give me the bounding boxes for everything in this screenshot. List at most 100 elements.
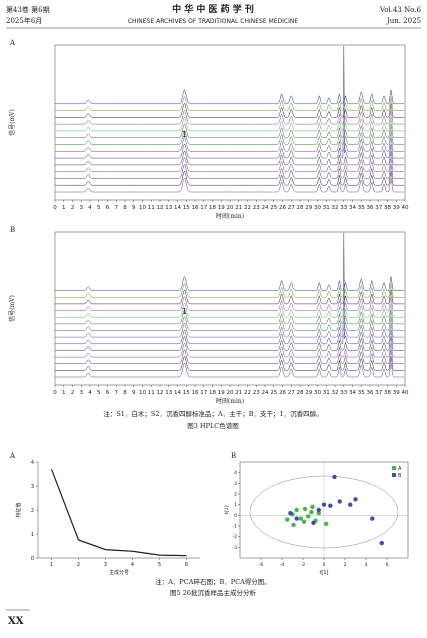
trace [55, 163, 405, 179]
x-tick-label: 2 [71, 390, 75, 396]
x-tick-label: 33 [340, 205, 347, 211]
x-tick-label: 4 [365, 562, 368, 568]
x-axis-label: t[1] [319, 570, 328, 576]
panel-label: B [231, 452, 236, 460]
y-tick-label: 4 [31, 460, 34, 466]
score-point [309, 509, 314, 515]
x-tick-label: 6 [106, 205, 110, 211]
x-tick-label: 6 [106, 390, 110, 396]
page-number: XX [8, 616, 24, 627]
x-tick-label: 28 [297, 390, 304, 396]
trace [55, 177, 405, 193]
y-tick-label: -2 [233, 534, 238, 540]
y-axis-label: 信号(mV) [8, 295, 16, 322]
score-point [298, 516, 304, 521]
x-tick-label: 27 [288, 390, 295, 396]
score-point [291, 522, 296, 528]
x-tick-label: 12 [157, 390, 164, 396]
x-tick-label: 25 [270, 205, 277, 211]
score-point [310, 504, 315, 509]
x-tick-label: 19 [218, 390, 225, 396]
x-tick-label: 31 [323, 205, 330, 211]
trace [55, 315, 405, 331]
vol: Vol.43 No.6 [379, 6, 422, 14]
x-tick-label: 22 [244, 390, 251, 396]
trace [55, 116, 405, 132]
x-tick-label: 0 [323, 562, 326, 568]
y-axis-label: 信号(mV) [8, 109, 16, 136]
x-tick-label: -6 [259, 562, 264, 568]
x-tick-label: 2 [77, 562, 80, 568]
x-tick-label: 0 [53, 205, 57, 211]
trace [55, 150, 405, 166]
x-tick-label: 3 [104, 562, 107, 568]
y-tick-label: 1 [31, 532, 34, 538]
x-tick-label: 29 [305, 390, 312, 396]
x-tick-label: 20 [227, 390, 234, 396]
x-tick-label: 23 [253, 390, 260, 396]
trace [55, 123, 405, 138]
x-tick-label: 5 [97, 205, 101, 211]
x-tick-label: 40 [402, 205, 409, 211]
x-tick-label: 32 [332, 205, 339, 211]
x-tick-label: 38 [384, 390, 391, 396]
y-tick-label: 2 [234, 492, 237, 498]
score-point [306, 514, 311, 519]
x-tick-label: 22 [244, 205, 251, 211]
x-tick-label: 5 [97, 390, 101, 396]
x-tick-label: 9 [132, 205, 136, 211]
trace [55, 129, 405, 145]
x-tick-label: 6 [185, 562, 188, 568]
score-point [370, 516, 375, 521]
x-tick-label: 37 [375, 205, 382, 211]
x-tick-label: 8 [123, 205, 127, 211]
trace [55, 309, 405, 325]
trace [55, 157, 405, 172]
x-tick-label: 21 [235, 390, 242, 396]
fig3-note: 注：S1．白木；S2．沉香四醇标准品；A．主干；B．支干；1．沉香四醇。 [103, 409, 322, 418]
panel-label: A [9, 39, 16, 47]
x-tick-label: 10 [139, 390, 146, 396]
trace [55, 89, 405, 105]
trace [55, 45, 405, 159]
y-tick-label: 2 [31, 508, 34, 514]
x-tick-label: 28 [297, 205, 304, 211]
x-tick-label: 24 [262, 390, 269, 396]
score-point [321, 502, 327, 507]
x-tick-label: -4 [280, 562, 285, 568]
panel-label: A [9, 452, 16, 460]
legend-label: A [398, 466, 402, 472]
x-tick-label: 11 [148, 205, 155, 211]
x-tick-label: 40 [402, 390, 409, 396]
x-tick-label: 18 [209, 205, 216, 211]
x-tick-label: 33 [340, 390, 347, 396]
x-tick-label: 1 [62, 390, 66, 396]
x-tick-label: 38 [384, 205, 391, 211]
score-point [323, 521, 329, 527]
x-tick-label: 12 [157, 205, 164, 211]
x-tick-label: 3 [80, 390, 84, 396]
x-tick-label: 8 [123, 390, 127, 396]
legend-label: B [398, 473, 402, 479]
score-point [294, 516, 299, 521]
date: 2025年6月 [6, 16, 42, 25]
plot-frame [54, 231, 406, 386]
y-tick-label: 3 [234, 481, 237, 487]
x-tick-label: 24 [262, 205, 269, 211]
score-point [288, 511, 293, 516]
x-tick-label: 19 [218, 205, 225, 211]
trace [55, 109, 405, 125]
x-tick-label: 18 [209, 390, 216, 396]
y-tick-label: 4 [234, 470, 237, 476]
y-tick-label: -3 [233, 545, 238, 551]
x-tick-label: 10 [139, 205, 146, 211]
score-point [328, 503, 333, 508]
trace [55, 282, 405, 298]
x-tick-label: 26 [279, 390, 286, 396]
issue: 第43卷 第6期 [6, 5, 50, 14]
score-point [332, 474, 337, 480]
x-tick-label: 6 [386, 562, 389, 568]
x-tick-label: 25 [270, 390, 277, 396]
x-tick-label: 2 [71, 205, 75, 211]
